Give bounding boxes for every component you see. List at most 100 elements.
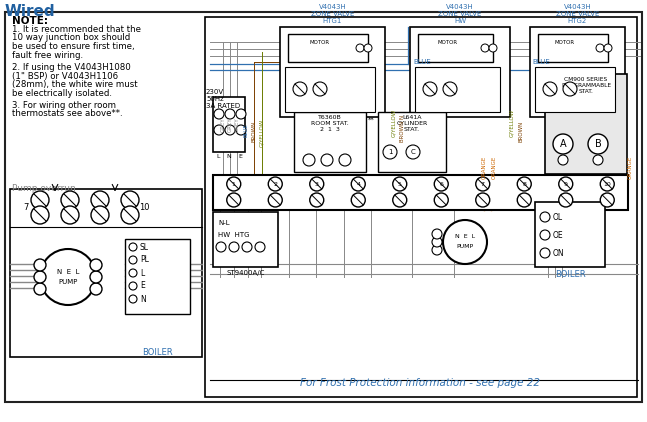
Text: N  E  L: N E L bbox=[57, 269, 79, 275]
Circle shape bbox=[383, 145, 397, 159]
Circle shape bbox=[236, 109, 246, 119]
Text: V4043H
ZONE VALVE
HTG1: V4043H ZONE VALVE HTG1 bbox=[311, 4, 354, 24]
Text: ORANGE: ORANGE bbox=[481, 155, 487, 179]
Bar bbox=[213, 212, 278, 267]
Text: 1: 1 bbox=[232, 181, 236, 187]
Circle shape bbox=[543, 82, 557, 96]
Text: 2. If using the V4043H1080: 2. If using the V4043H1080 bbox=[12, 63, 131, 72]
Text: A: A bbox=[560, 139, 566, 149]
Circle shape bbox=[129, 243, 137, 251]
Text: BOILER: BOILER bbox=[554, 270, 586, 279]
Text: GREY: GREY bbox=[234, 117, 239, 132]
Circle shape bbox=[423, 82, 437, 96]
Text: T6360B
ROOM STAT.
2  1  3: T6360B ROOM STAT. 2 1 3 bbox=[311, 115, 349, 132]
Text: 7: 7 bbox=[481, 181, 485, 187]
Text: GREY: GREY bbox=[228, 117, 232, 132]
Bar bbox=[205, 17, 637, 397]
Circle shape bbox=[489, 44, 497, 52]
Circle shape bbox=[225, 125, 235, 135]
Text: BROWN: BROWN bbox=[252, 121, 256, 142]
Circle shape bbox=[476, 193, 490, 207]
Circle shape bbox=[434, 177, 448, 191]
Circle shape bbox=[559, 193, 573, 207]
Circle shape bbox=[321, 154, 333, 166]
Circle shape bbox=[313, 82, 327, 96]
Circle shape bbox=[517, 193, 531, 207]
Text: Pump overrun: Pump overrun bbox=[12, 184, 76, 193]
Circle shape bbox=[596, 44, 604, 52]
Text: BROWN: BROWN bbox=[518, 121, 523, 142]
Circle shape bbox=[269, 193, 282, 207]
Circle shape bbox=[600, 177, 614, 191]
Text: For Frost Protection information - see page 22: For Frost Protection information - see p… bbox=[300, 378, 540, 388]
Text: be used to ensure first time,: be used to ensure first time, bbox=[12, 42, 135, 51]
Circle shape bbox=[432, 229, 442, 239]
Text: N-L: N-L bbox=[218, 220, 230, 226]
Text: E: E bbox=[238, 154, 242, 159]
Circle shape bbox=[517, 177, 531, 191]
Circle shape bbox=[214, 125, 224, 135]
Text: GREY: GREY bbox=[221, 117, 226, 132]
Bar bbox=[545, 74, 627, 174]
Circle shape bbox=[236, 125, 246, 135]
Text: 2: 2 bbox=[273, 181, 278, 187]
Text: V4043H
ZONE VALVE
HTG2: V4043H ZONE VALVE HTG2 bbox=[556, 4, 599, 24]
Text: thermostats see above**.: thermostats see above**. bbox=[12, 109, 123, 119]
Circle shape bbox=[604, 44, 612, 52]
Circle shape bbox=[432, 237, 442, 247]
Bar bbox=[285, 67, 375, 112]
Bar bbox=[125, 239, 190, 314]
Circle shape bbox=[364, 44, 372, 52]
Bar bbox=[288, 34, 368, 62]
Circle shape bbox=[226, 177, 241, 191]
Circle shape bbox=[61, 206, 79, 224]
Text: N: N bbox=[140, 295, 146, 303]
Circle shape bbox=[588, 134, 608, 154]
Circle shape bbox=[540, 212, 550, 222]
Text: E: E bbox=[140, 281, 145, 290]
Circle shape bbox=[443, 220, 487, 264]
Text: 10: 10 bbox=[138, 203, 149, 213]
Circle shape bbox=[481, 44, 489, 52]
Circle shape bbox=[34, 283, 46, 295]
Text: fault free wiring.: fault free wiring. bbox=[12, 51, 83, 60]
Text: Wired: Wired bbox=[5, 4, 56, 19]
Circle shape bbox=[393, 177, 407, 191]
Text: SL: SL bbox=[140, 243, 149, 252]
Text: ON: ON bbox=[553, 249, 565, 257]
Circle shape bbox=[91, 206, 109, 224]
Circle shape bbox=[540, 230, 550, 240]
Circle shape bbox=[226, 193, 241, 207]
Circle shape bbox=[34, 271, 46, 283]
Text: G/YELLOW: G/YELLOW bbox=[259, 119, 265, 147]
Circle shape bbox=[600, 193, 614, 207]
Bar bbox=[415, 67, 500, 112]
Text: L: L bbox=[140, 268, 144, 278]
Circle shape bbox=[563, 82, 577, 96]
Circle shape bbox=[558, 155, 568, 165]
Text: MOTOR: MOTOR bbox=[437, 40, 457, 44]
Bar bbox=[530, 27, 625, 117]
Circle shape bbox=[129, 282, 137, 290]
Text: 6: 6 bbox=[439, 181, 443, 187]
Bar bbox=[410, 27, 510, 117]
Text: OE: OE bbox=[553, 230, 564, 240]
Circle shape bbox=[339, 154, 351, 166]
Circle shape bbox=[121, 191, 139, 209]
Circle shape bbox=[90, 259, 102, 271]
Text: 5: 5 bbox=[398, 181, 402, 187]
Circle shape bbox=[434, 193, 448, 207]
Circle shape bbox=[129, 256, 137, 264]
Text: C: C bbox=[411, 149, 415, 155]
Text: ORANGE: ORANGE bbox=[628, 155, 633, 179]
Circle shape bbox=[40, 249, 96, 305]
Text: (1" BSP) or V4043H1106: (1" BSP) or V4043H1106 bbox=[12, 71, 118, 81]
Text: 3. For wiring other room: 3. For wiring other room bbox=[12, 101, 116, 110]
Text: BLUE: BLUE bbox=[243, 123, 248, 137]
Circle shape bbox=[90, 271, 102, 283]
Text: CM900 SERIES
PROGRAMMABLE
STAT.: CM900 SERIES PROGRAMMABLE STAT. bbox=[561, 77, 611, 94]
Circle shape bbox=[310, 193, 324, 207]
Circle shape bbox=[31, 206, 49, 224]
Bar bbox=[213, 97, 245, 152]
Text: 9: 9 bbox=[564, 181, 568, 187]
